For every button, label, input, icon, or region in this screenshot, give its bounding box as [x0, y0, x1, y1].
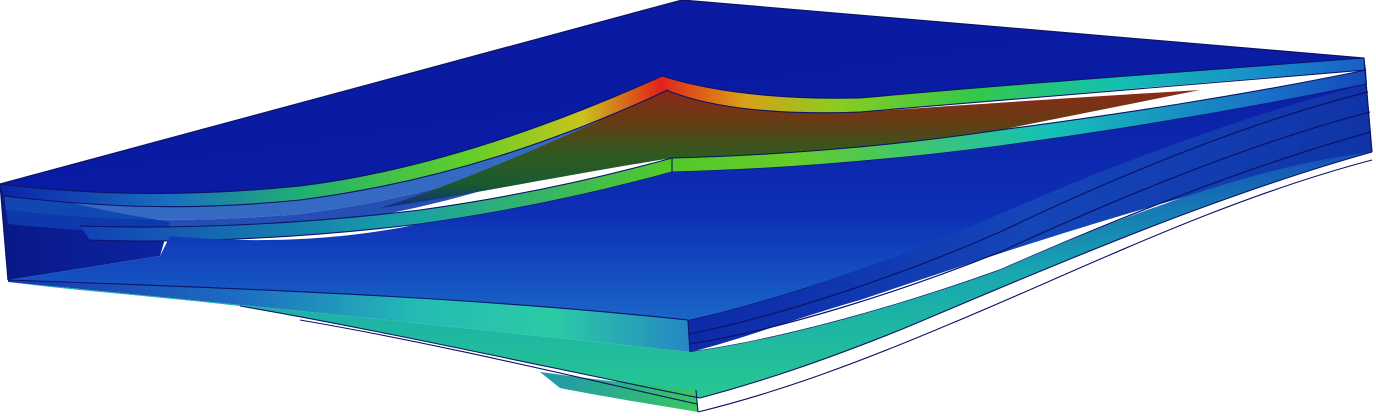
- bottom-front-layers: [8, 280, 690, 352]
- crease-middle-strip: [80, 158, 672, 242]
- bottom-layer-lines: [7, 151, 1373, 413]
- top-plate-surface: [0, 0, 1364, 194]
- plate-outline: [0, 0, 1373, 281]
- crease-left-strip: [0, 76, 668, 207]
- bottom-front-edge: [540, 372, 698, 412]
- crease-middle-strip-right: [672, 70, 1367, 172]
- slit-interior-surface: [380, 90, 1200, 208]
- lower-plate-surface: [8, 84, 1367, 320]
